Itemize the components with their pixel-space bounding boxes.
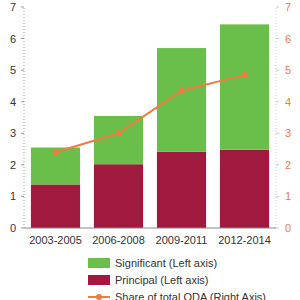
y2-tick bbox=[276, 38, 279, 39]
bar bbox=[220, 150, 269, 228]
y2-tick-label: 7 bbox=[285, 1, 291, 13]
y2-tick bbox=[276, 70, 279, 71]
y2-tick bbox=[276, 7, 279, 8]
x-tick-label: 2009-2011 bbox=[156, 234, 208, 246]
y2-tick bbox=[276, 164, 279, 165]
y-tick bbox=[21, 38, 24, 39]
y2-tick bbox=[276, 101, 279, 102]
y-tick bbox=[21, 7, 24, 8]
y2-axis-line bbox=[276, 7, 277, 228]
bar bbox=[94, 164, 143, 228]
x-tick-label: 2012-2014 bbox=[218, 234, 271, 246]
legend-swatch bbox=[88, 258, 110, 268]
plot-area bbox=[31, 24, 269, 228]
bar bbox=[157, 48, 206, 152]
y2-tick bbox=[276, 196, 279, 197]
y-tick bbox=[21, 133, 24, 134]
legend-label: Share of total ODA (Right Axis) bbox=[115, 291, 266, 300]
y-tick bbox=[21, 196, 24, 197]
y-tick bbox=[21, 164, 24, 165]
y-tick bbox=[21, 228, 24, 229]
bar bbox=[94, 116, 143, 164]
chart: 0 1 2 3 4 5 6 7 0 1 2 3 4 5 6 7 2003-2005 2006-2008 2009-2… bbox=[0, 0, 300, 300]
chart-container: 0 1 2 3 4 5 6 7 0 1 2 3 4 5 6 7 2003-2005 2006-2008 2009-2… bbox=[0, 0, 300, 300]
y-tick-label: 3 bbox=[10, 127, 16, 139]
y-tick-label: 6 bbox=[10, 33, 16, 45]
y2-tick-label: 2 bbox=[285, 159, 291, 171]
line-marker bbox=[242, 72, 248, 78]
bar bbox=[31, 184, 80, 228]
y-tick-label: 4 bbox=[10, 96, 16, 108]
x-tick-label: 2003-2005 bbox=[29, 234, 82, 246]
x-tick-label: 2006-2008 bbox=[92, 234, 145, 246]
legend-label: Principal (Left axis) bbox=[115, 274, 209, 286]
bar bbox=[157, 152, 206, 228]
y-tick-label: 2 bbox=[10, 159, 16, 171]
y-axis-line bbox=[24, 7, 25, 228]
y-tick bbox=[21, 70, 24, 71]
bar bbox=[31, 147, 80, 184]
legend-swatch bbox=[96, 294, 102, 300]
bar bbox=[220, 24, 269, 149]
y-tick-label: 1 bbox=[10, 190, 16, 202]
line-marker bbox=[179, 88, 185, 94]
line-marker bbox=[53, 149, 59, 155]
y-tick-label: 5 bbox=[10, 64, 16, 76]
legend-label: Significant (Left axis) bbox=[115, 257, 217, 269]
y2-tick-label: 3 bbox=[285, 127, 291, 139]
y2-tick-label: 0 bbox=[285, 222, 291, 234]
legend-swatch bbox=[88, 275, 110, 285]
x-axis-line bbox=[24, 228, 276, 229]
y-tick-label: 7 bbox=[10, 1, 16, 13]
y2-tick-label: 5 bbox=[285, 64, 291, 76]
line bbox=[56, 75, 245, 152]
y2-tick bbox=[276, 228, 279, 229]
y2-tick bbox=[276, 133, 279, 134]
y-tick bbox=[21, 101, 24, 102]
y2-tick-label: 1 bbox=[285, 190, 291, 202]
y2-tick-label: 4 bbox=[285, 96, 291, 108]
y2-tick-label: 6 bbox=[285, 33, 291, 45]
y-tick-label: 0 bbox=[10, 222, 16, 234]
line-marker bbox=[116, 130, 122, 136]
